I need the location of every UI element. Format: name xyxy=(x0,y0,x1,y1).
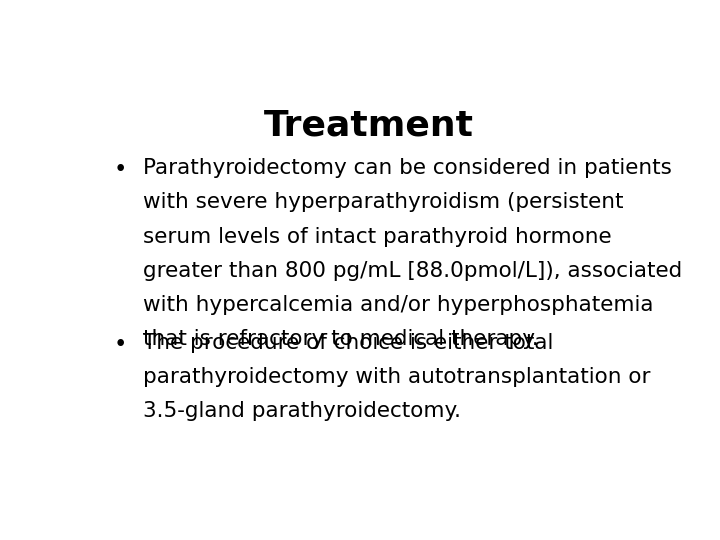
Text: with hypercalcemia and/or hyperphosphatemia: with hypercalcemia and/or hyperphosphate… xyxy=(143,295,654,315)
Text: •: • xyxy=(114,333,127,356)
Text: parathyroidectomy with autotransplantation or: parathyroidectomy with autotransplantati… xyxy=(143,367,650,387)
Text: greater than 800 pg/mL [88.0pmol/L]), associated: greater than 800 pg/mL [88.0pmol/L]), as… xyxy=(143,261,683,281)
Text: 3.5-gland parathyroidectomy.: 3.5-gland parathyroidectomy. xyxy=(143,401,461,421)
Text: The procedure of choice is either total: The procedure of choice is either total xyxy=(143,333,554,353)
Text: Treatment: Treatment xyxy=(264,109,474,143)
Text: serum levels of intact parathyroid hormone: serum levels of intact parathyroid hormo… xyxy=(143,227,611,247)
Text: •: • xyxy=(114,158,127,181)
Text: with severe hyperparathyroidism (persistent: with severe hyperparathyroidism (persist… xyxy=(143,192,624,212)
Text: that is refractory to medical therapy.: that is refractory to medical therapy. xyxy=(143,329,539,349)
Text: Parathyroidectomy can be considered in patients: Parathyroidectomy can be considered in p… xyxy=(143,158,672,178)
